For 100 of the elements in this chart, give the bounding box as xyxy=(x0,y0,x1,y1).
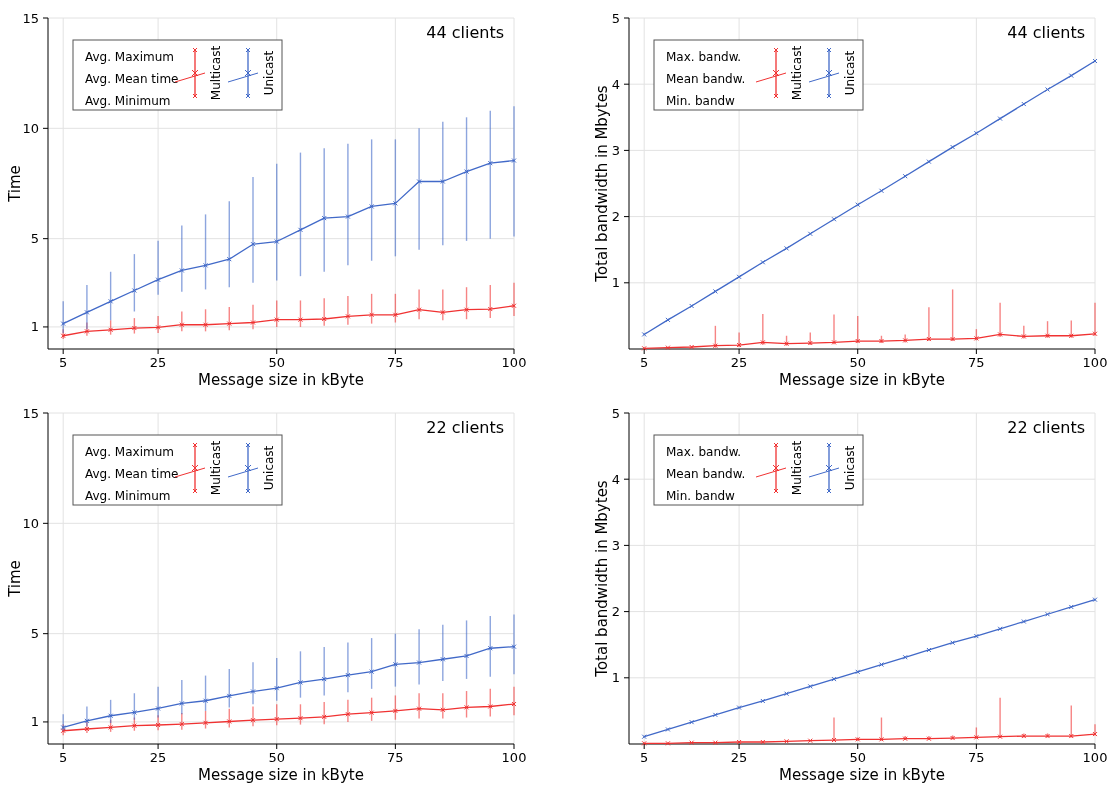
point xyxy=(855,338,861,344)
x-tick-label: 50 xyxy=(268,750,285,765)
point xyxy=(274,239,280,245)
point xyxy=(131,709,137,715)
y-axis-title: Time xyxy=(6,560,24,598)
point xyxy=(155,705,161,711)
point xyxy=(203,698,209,704)
point xyxy=(345,214,351,220)
point xyxy=(226,693,232,699)
chart-title: 44 clients xyxy=(426,23,504,42)
point xyxy=(250,717,256,723)
point xyxy=(369,710,375,716)
annotation: Min. bandw xyxy=(666,489,736,504)
point xyxy=(84,328,90,334)
x-tick-label: 75 xyxy=(387,750,404,765)
point xyxy=(440,707,446,713)
y-tick-label: 5 xyxy=(30,231,39,247)
legend-label: Unicast xyxy=(262,445,276,491)
point xyxy=(665,740,671,746)
annotation: Avg. Minimum xyxy=(85,94,171,109)
x-tick-label: 100 xyxy=(501,750,527,765)
y-tick-label: 1 xyxy=(611,275,620,291)
point xyxy=(1021,101,1027,107)
x-tick-label: 5 xyxy=(640,750,649,765)
point xyxy=(807,340,813,346)
x-tick-label: 5 xyxy=(59,355,68,370)
x-tick-label: 25 xyxy=(149,750,167,765)
point xyxy=(760,339,766,345)
annotation: Mean bandw. xyxy=(666,72,746,87)
point xyxy=(179,700,185,706)
point xyxy=(973,335,979,341)
point xyxy=(926,336,932,342)
point xyxy=(855,669,861,675)
point xyxy=(179,721,185,727)
point xyxy=(274,317,280,323)
point xyxy=(878,736,884,742)
point xyxy=(297,227,303,233)
point xyxy=(226,256,232,262)
point xyxy=(321,316,327,322)
point xyxy=(1068,604,1074,610)
x-tick-label: 100 xyxy=(1082,750,1108,765)
point xyxy=(297,317,303,323)
legend-label: Multicast xyxy=(790,440,804,496)
x-tick-label: 5 xyxy=(59,750,68,765)
annotation: Avg. Maximum xyxy=(85,50,174,65)
point xyxy=(392,200,398,206)
y-tick-label: 5 xyxy=(611,10,620,26)
point xyxy=(155,277,161,283)
point xyxy=(203,720,209,726)
point xyxy=(831,339,837,345)
x-axis-title: Message size in kByte xyxy=(779,371,945,389)
point xyxy=(689,740,695,746)
point xyxy=(203,322,209,328)
point xyxy=(1045,333,1051,339)
point xyxy=(369,669,375,675)
x-tick-label: 75 xyxy=(968,750,985,765)
point xyxy=(807,683,813,689)
point xyxy=(973,633,979,639)
x-tick-label: 75 xyxy=(968,355,985,370)
point xyxy=(321,215,327,221)
annotation: Max. bandw. xyxy=(666,445,742,460)
point xyxy=(736,274,742,280)
point xyxy=(689,719,695,725)
annotation: Max. bandw. xyxy=(666,50,742,65)
point xyxy=(784,341,790,347)
x-tick-label: 75 xyxy=(387,355,404,370)
x-tick-label: 25 xyxy=(149,355,167,370)
legend-label: Multicast xyxy=(209,440,223,496)
point xyxy=(440,656,446,662)
y-tick-label: 10 xyxy=(22,120,39,136)
point xyxy=(108,298,114,304)
point xyxy=(1068,333,1074,339)
y-tick-label: 10 xyxy=(22,515,39,531)
annotation: Min. bandw xyxy=(666,94,736,109)
point xyxy=(131,288,137,294)
y-tick-label: 1 xyxy=(611,670,620,686)
point xyxy=(736,705,742,711)
point xyxy=(784,691,790,697)
y-tick-label: 4 xyxy=(611,471,620,487)
y-axis-title: Total bandwidth in Mbytes xyxy=(593,480,611,678)
point xyxy=(487,645,493,651)
point xyxy=(807,231,813,237)
point xyxy=(464,169,470,175)
point xyxy=(250,688,256,694)
point xyxy=(997,626,1003,632)
point xyxy=(1021,619,1027,625)
point xyxy=(416,307,422,313)
point xyxy=(1045,611,1051,617)
point xyxy=(464,307,470,313)
point xyxy=(712,343,718,349)
legend-label: Multicast xyxy=(790,45,804,101)
annotation: Avg. Mean time xyxy=(85,72,179,87)
point xyxy=(487,306,493,312)
point xyxy=(831,216,837,222)
legend-label: Unicast xyxy=(262,50,276,96)
x-tick-label: 50 xyxy=(849,750,866,765)
y-tick-label: 1 xyxy=(30,714,39,730)
point xyxy=(297,715,303,721)
point xyxy=(665,726,671,732)
y-tick-label: 5 xyxy=(611,405,620,421)
